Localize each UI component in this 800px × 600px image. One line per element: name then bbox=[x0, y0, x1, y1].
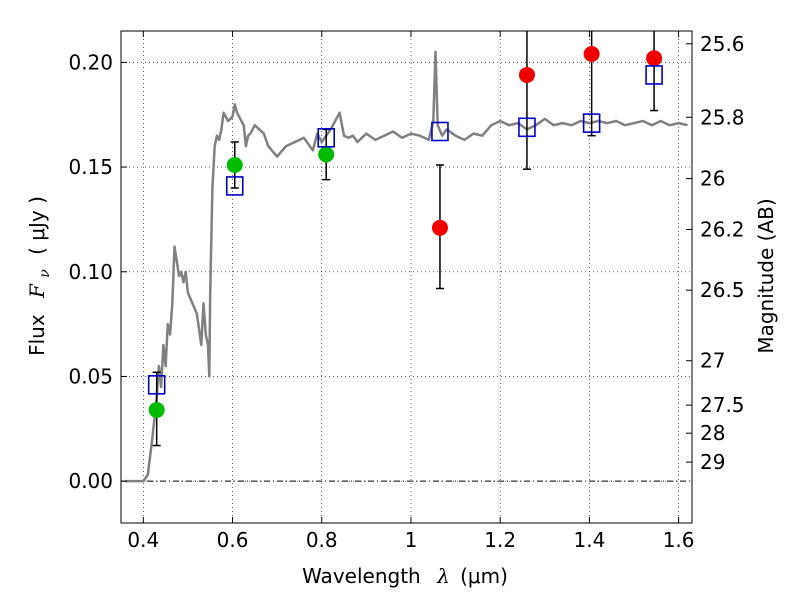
x-axis-label-unit: (μm) bbox=[460, 564, 508, 588]
x-tick-label: 1.4 bbox=[573, 528, 605, 552]
y-axis-label: Flux F ν ( μJy ) bbox=[25, 196, 54, 356]
data-point-circle bbox=[318, 146, 335, 163]
model-point-square bbox=[317, 127, 336, 148]
magnitude-tick-label: 27.5 bbox=[700, 393, 745, 417]
magnitude-axis-ticks: 25.6 25.8 26 26.2 26.5 27 27.5 28 29 bbox=[686, 32, 745, 474]
data-point-circle bbox=[518, 66, 535, 83]
x-tick-label: 0.4 bbox=[127, 528, 159, 552]
x-tick-label: 1 bbox=[405, 528, 418, 552]
magnitude-tick-label: 25.6 bbox=[700, 32, 745, 56]
model-point-square bbox=[431, 121, 449, 142]
plot-frame bbox=[120, 30, 693, 524]
y-axis-label-subscript: ν bbox=[37, 269, 53, 278]
magnitude-tick-label: 29 bbox=[700, 450, 725, 474]
x-tick-label: 0.6 bbox=[217, 528, 249, 552]
y-tick-label: 0.10 bbox=[68, 260, 113, 284]
y-axis-label-symbol: F bbox=[25, 283, 49, 299]
x-tick-label: 1.6 bbox=[663, 528, 695, 552]
model-point-square bbox=[518, 117, 536, 138]
plot-area bbox=[125, 31, 688, 483]
data-point-circle bbox=[148, 401, 165, 418]
magnitude-tick-label: 25.8 bbox=[700, 105, 745, 129]
magnitude-tick-label: 26.2 bbox=[700, 217, 745, 241]
y-tick-label: 0.05 bbox=[68, 364, 113, 388]
y-axis-ticks: 0.00 0.05 0.10 0.15 0.20 bbox=[68, 50, 127, 493]
x-tick-label: 1.2 bbox=[484, 528, 516, 552]
magnitude-tick-label: 26.5 bbox=[700, 278, 745, 302]
magnitude-tick-label: 27 bbox=[700, 349, 725, 373]
y-axis-label-unit: ( μJy ) bbox=[25, 196, 49, 255]
x-axis-label-text: Wavelength bbox=[302, 564, 421, 588]
x-tick-label: 0.8 bbox=[306, 528, 338, 552]
x-axis-label-symbol: λ bbox=[436, 564, 450, 588]
magnitude-tick-label: 26 bbox=[700, 167, 725, 191]
y-tick-label: 0.00 bbox=[68, 469, 113, 493]
model-point-square bbox=[225, 176, 244, 196]
y-tick-label: 0.15 bbox=[68, 155, 113, 179]
data-point-circle bbox=[431, 219, 448, 236]
grid-lines bbox=[121, 31, 692, 523]
data-point-circle bbox=[583, 46, 600, 63]
model-spectrum-line bbox=[125, 50, 688, 483]
model-point-square bbox=[147, 375, 166, 395]
data-point-circle bbox=[226, 156, 243, 173]
model-point-square bbox=[645, 65, 663, 85]
x-axis-ticks: 0.4 0.6 0.8 1 1.2 1.4 1.6 bbox=[127, 31, 695, 552]
x-axis-label: Wavelength λ (μm) bbox=[302, 564, 508, 588]
model-point-square bbox=[582, 113, 601, 133]
magnitude-tick-label: 28 bbox=[700, 421, 725, 445]
y-axis-label-text: Flux bbox=[25, 314, 49, 356]
data-point-circle bbox=[646, 50, 663, 67]
magnitude-axis-label: Magnitude (AB) bbox=[754, 198, 778, 353]
y-tick-label: 0.20 bbox=[68, 50, 113, 74]
